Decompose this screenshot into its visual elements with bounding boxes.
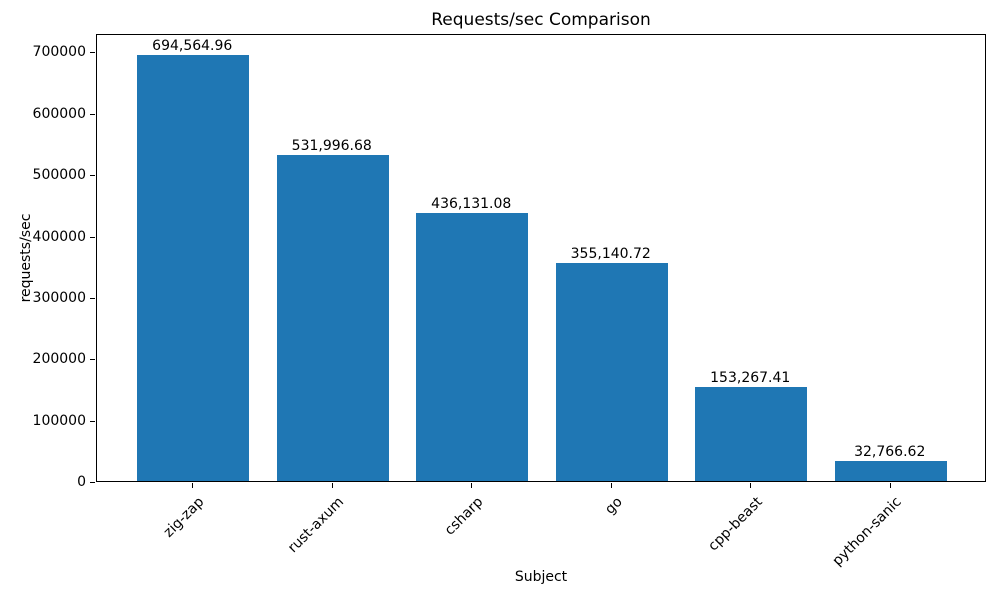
bar-value-label: 531,996.68 <box>291 137 372 154</box>
x-tick-mark <box>331 483 333 488</box>
bar-csharp <box>416 213 529 481</box>
x-tick-mark <box>889 483 891 488</box>
y-tick-label: 300000 <box>32 289 86 306</box>
x-tick-label-cpp-beast: cpp-beast <box>705 494 766 555</box>
x-tick-label-rust-axum: rust-axum <box>284 494 348 557</box>
y-tick-mark <box>90 52 95 54</box>
bar-cpp-beast <box>695 386 808 481</box>
bar-rust-axum <box>276 154 389 481</box>
y-tick-label: 0 <box>77 474 86 490</box>
bar-python-sanic <box>834 460 947 481</box>
x-tick-mark <box>471 483 473 488</box>
y-tick-label: 700000 <box>32 44 86 61</box>
y-tick-mark <box>90 236 95 238</box>
bar-value-label: 32,766.62 <box>854 443 926 460</box>
bar-value-label: 694,564.96 <box>152 37 233 54</box>
x-tick-mark <box>610 483 612 488</box>
y-tick-label: 100000 <box>32 412 86 429</box>
y-axis-label: requests/sec <box>18 213 34 303</box>
chart-title: Requests/sec Comparison <box>431 10 651 30</box>
bar-zig-zap <box>137 54 250 481</box>
y-tick-mark <box>90 420 95 422</box>
y-tick-mark <box>90 359 95 361</box>
y-tick-mark <box>90 297 95 299</box>
y-tick-mark <box>90 113 95 115</box>
x-tick-label-zig-zap: zig-zap <box>160 494 208 541</box>
y-tick-label: 500000 <box>32 167 86 184</box>
x-tick-label-csharp: csharp <box>441 494 487 539</box>
bar-value-label: 153,267.41 <box>710 369 791 386</box>
y-tick-mark <box>90 482 95 483</box>
y-tick-mark <box>90 175 95 177</box>
bar-go <box>555 263 668 481</box>
y-tick-label: 400000 <box>32 228 86 245</box>
x-tick-label-python-sanic: python-sanic <box>829 494 906 570</box>
y-tick-label: 200000 <box>32 351 86 368</box>
x-tick-mark <box>192 483 194 488</box>
x-axis-label: Subject <box>514 569 568 585</box>
bar-value-label: 355,140.72 <box>570 246 651 263</box>
plot-area <box>96 34 986 482</box>
bar-value-label: 436,131.08 <box>431 196 512 213</box>
y-tick-label: 600000 <box>32 105 86 122</box>
x-tick-mark <box>750 483 752 488</box>
x-tick-label-go: go <box>602 494 627 518</box>
